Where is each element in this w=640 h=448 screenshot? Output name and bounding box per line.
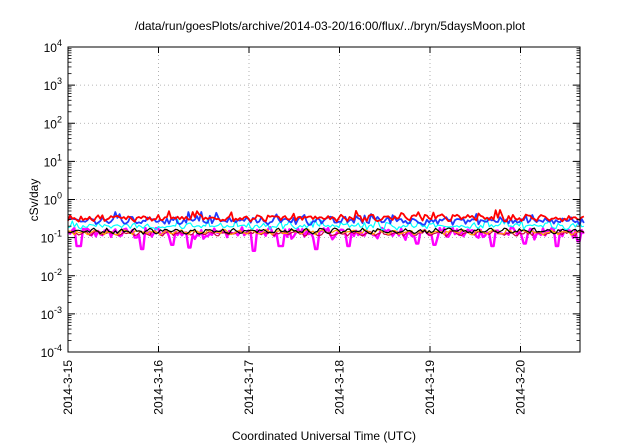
x-tick-label: 2014-3-20 <box>514 360 528 415</box>
x-tick-label: 2014-3-15 <box>61 360 75 415</box>
chart-title: /data/run/goesPlots/archive/2014-03-20/1… <box>135 19 526 33</box>
y-tick-label: 10-1 <box>41 229 62 246</box>
y-tick-label: 10-3 <box>41 305 62 322</box>
series-line <box>67 218 585 231</box>
y-tick-exponent: 3 <box>57 76 62 86</box>
y-axis-label: cSv/day <box>27 179 41 222</box>
y-tick-label: 101 <box>44 152 62 169</box>
y-tick-exponent: -3 <box>54 305 62 315</box>
y-tick-label: 10-4 <box>41 343 62 360</box>
x-tick-label: 2014-3-18 <box>333 360 347 415</box>
y-tick-label: 103 <box>44 76 62 93</box>
series-line <box>67 227 585 235</box>
y-tick-exponent: -1 <box>54 229 62 239</box>
x-tick-label: 2014-3-19 <box>423 360 437 415</box>
series-line <box>67 209 585 223</box>
y-tick-label: 104 <box>44 38 62 55</box>
y-tick-label: 100 <box>44 191 62 208</box>
series-layer <box>67 209 585 253</box>
y-tick-exponent: 4 <box>57 38 62 48</box>
y-tick-exponent: 0 <box>57 191 62 201</box>
x-axis-label: Coordinated Universal Time (UTC) <box>232 429 416 443</box>
y-tick-exponent: 1 <box>57 152 62 162</box>
x-tick-label: 2014-3-16 <box>152 360 166 415</box>
ticks: 2014-3-15 2014-3-16 2014-3-17 2014-3-18 2014… <box>41 38 580 415</box>
y-tick-exponent: 2 <box>57 114 62 124</box>
y-tick-label: 10-2 <box>41 267 62 284</box>
y-tick-exponent: -2 <box>54 267 62 277</box>
x-tick-label: 2014-3-17 <box>242 360 256 415</box>
grid <box>68 47 580 352</box>
y-tick-label: 102 <box>44 114 62 131</box>
y-tick-exponent: -4 <box>54 343 62 353</box>
